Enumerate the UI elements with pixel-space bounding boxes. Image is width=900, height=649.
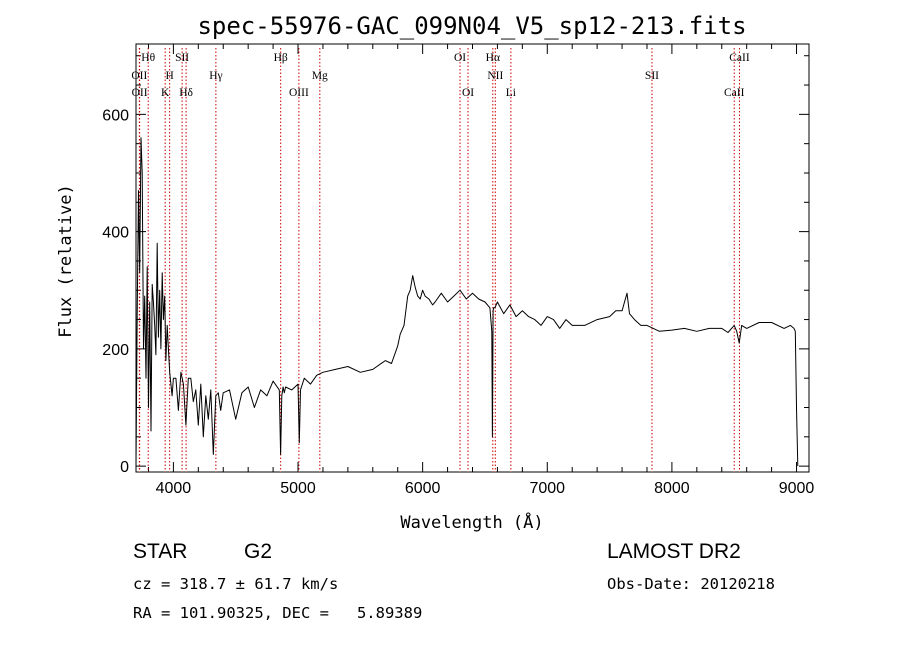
x-tick-label: 5000	[280, 480, 316, 497]
x-tick-label: 8000	[654, 480, 690, 497]
line-marker-label: OI	[454, 52, 466, 64]
line-marker-label: K	[161, 87, 170, 99]
spectrum-series	[135, 137, 799, 467]
line-marker-label: OIII	[289, 87, 309, 99]
y-tick-label: 400	[102, 225, 129, 242]
line-marker-label: OII	[132, 87, 148, 99]
line-marker-label: CaII	[729, 52, 750, 64]
line-marker-label: SII	[645, 70, 659, 82]
line-marker-label: Hδ	[179, 87, 193, 99]
observation-date: Obs-Date: 20120218	[607, 575, 775, 593]
chart-title: spec-55976-GAC_099N04_V5_sp12-213.fits	[197, 12, 746, 40]
sky-coordinates: RA = 101.90325, DEC = 5.89389	[133, 604, 423, 622]
major-ticks	[136, 44, 809, 472]
line-marker-label: Hγ	[209, 70, 222, 82]
survey-name: LAMOST DR2	[607, 540, 741, 563]
line-marker-label: Hβ	[274, 52, 288, 64]
line-marker-label: Hα	[486, 52, 500, 64]
line-marker-label: SII	[175, 52, 189, 64]
emission-line-markers	[138, 48, 740, 472]
line-marker-label: OII	[131, 70, 147, 82]
redshift-cz: cz = 318.7 ± 61.7 km/s	[133, 575, 339, 593]
x-tick-labels: 4000 5000 6000 7000 8000 9000	[156, 480, 815, 497]
y-axis-label: Flux (relative)	[56, 184, 76, 338]
line-marker-label: NII	[487, 70, 503, 82]
x-axis-label: Wavelength (Å)	[400, 511, 543, 533]
object-class: STAR	[133, 540, 188, 563]
line-marker-label: H	[165, 70, 173, 82]
line-marker-label: CaII	[724, 87, 745, 99]
x-tick-label: 9000	[779, 480, 815, 497]
minor-ticks	[136, 44, 809, 472]
y-tick-label: 0	[120, 459, 129, 476]
line-marker-label: Mg	[312, 70, 328, 82]
line-marker-label: Hθ	[141, 52, 155, 64]
spectrum-line	[135, 137, 799, 467]
x-tick-label: 4000	[156, 480, 192, 497]
line-marker-label: OI	[462, 87, 474, 99]
object-subclass: G2	[244, 540, 273, 563]
x-tick-label: 6000	[405, 480, 441, 497]
y-tick-label: 200	[102, 342, 129, 359]
y-tick-label: 600	[102, 107, 129, 124]
plot-frame	[135, 43, 810, 473]
y-tick-labels: 0 200 400 600	[102, 107, 129, 476]
x-tick-label: 7000	[529, 480, 565, 497]
line-marker-label: Li	[506, 87, 516, 99]
